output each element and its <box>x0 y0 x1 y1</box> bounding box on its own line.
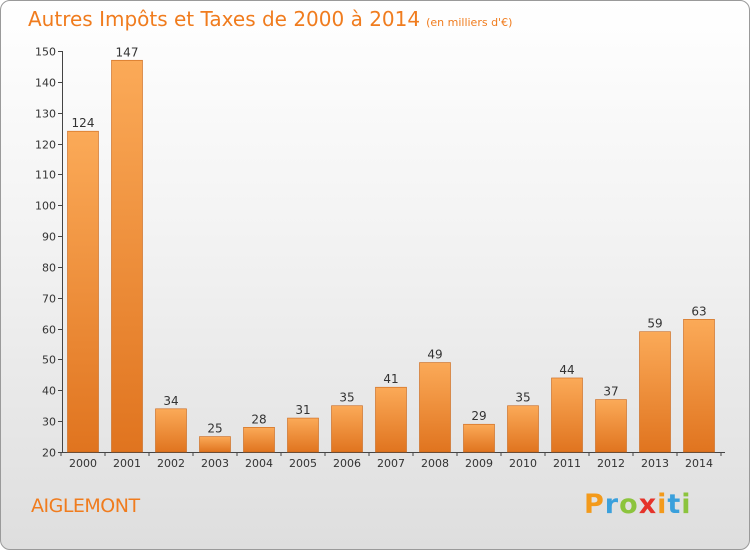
bar-value-label: 35 <box>339 391 354 405</box>
y-tick-label: 70 <box>42 293 56 306</box>
bar-2006 <box>331 405 363 453</box>
y-tick-label: 90 <box>42 231 56 244</box>
chart-value-labels: 124 147 34 25 28 31 35 41 49 29 35 44 37 59 63 <box>72 45 707 435</box>
bar-value-label: 37 <box>603 385 618 399</box>
y-tick-label: 20 <box>42 447 56 460</box>
chart-bars <box>67 59 715 453</box>
bar-2002 <box>155 408 187 453</box>
x-tick-label: 2003 <box>201 457 229 470</box>
bar-value-label: 44 <box>559 363 574 377</box>
x-tick-label: 2005 <box>289 457 317 470</box>
x-tick-label: 2012 <box>597 457 625 470</box>
bar-2007 <box>375 386 407 453</box>
y-tick-label: 150 <box>35 46 56 59</box>
bar-2004 <box>243 427 275 453</box>
bar-2008 <box>419 362 451 453</box>
x-tick-label: 2006 <box>333 457 361 470</box>
bar-value-label: 49 <box>427 348 442 362</box>
bar-value-label: 147 <box>116 45 139 59</box>
bar-2012 <box>595 399 627 453</box>
y-tick-label: 80 <box>42 262 56 275</box>
y-tick-label: 100 <box>35 200 56 213</box>
bar-2003 <box>199 436 231 453</box>
x-tick-label: 2013 <box>641 457 669 470</box>
x-tick-label: 2000 <box>69 457 97 470</box>
x-tick-label: 2009 <box>465 457 493 470</box>
y-tick-label: 50 <box>42 354 56 367</box>
bar-2010 <box>507 405 539 453</box>
x-tick-label: 2001 <box>113 457 141 470</box>
bar-value-label: 34 <box>163 394 178 408</box>
y-tick-label: 60 <box>42 324 56 337</box>
bar-2013 <box>639 331 671 453</box>
commune-name: AIGLEMONT <box>31 495 140 517</box>
bar-2005 <box>287 417 319 453</box>
chart-unit-label: (en milliers d'€) <box>426 16 513 29</box>
y-tick-label: 140 <box>35 77 56 90</box>
chart-title-text: Autres Impôts et Taxes de 2000 à 2014 <box>28 7 421 31</box>
y-tick-label: 40 <box>42 385 56 398</box>
x-tick-label: 2010 <box>509 457 537 470</box>
bar-2000 <box>67 130 99 453</box>
x-tick-label: 2007 <box>377 457 405 470</box>
chart-title: Autres Impôts et Taxes de 2000 à 2014 (en… <box>28 7 512 31</box>
bar-value-label: 25 <box>207 422 222 436</box>
y-tick-label: 30 <box>42 416 56 429</box>
y-tick-label: 130 <box>35 108 56 121</box>
y-tick-label: 110 <box>35 169 56 182</box>
bar-value-label: 124 <box>72 116 95 130</box>
x-tick-label: 2011 <box>553 457 581 470</box>
bar-2011 <box>551 377 583 453</box>
y-tick-label: 120 <box>35 139 56 152</box>
x-tick-label: 2002 <box>157 457 185 470</box>
bar-value-label: 35 <box>515 391 530 405</box>
bar-2009 <box>463 423 495 453</box>
bar-value-label: 29 <box>471 409 486 423</box>
bar-value-label: 63 <box>691 304 706 318</box>
bar-value-label: 41 <box>383 372 398 386</box>
chart-axes: 20 30 40 50 60 70 80 90 100 110 120 130 140 150 2000 20… <box>35 46 725 470</box>
bar-value-label: 28 <box>251 412 266 426</box>
proxiti-logo[interactable]: Proxiti <box>584 489 692 520</box>
x-tick-label: 2014 <box>685 457 713 470</box>
x-tick-label: 2004 <box>245 457 273 470</box>
x-tick-label: 2008 <box>421 457 449 470</box>
bar-value-label: 59 <box>647 317 662 331</box>
bar-value-label: 31 <box>295 403 310 417</box>
bar-2014 <box>683 319 715 453</box>
bar-2001 <box>111 59 143 453</box>
